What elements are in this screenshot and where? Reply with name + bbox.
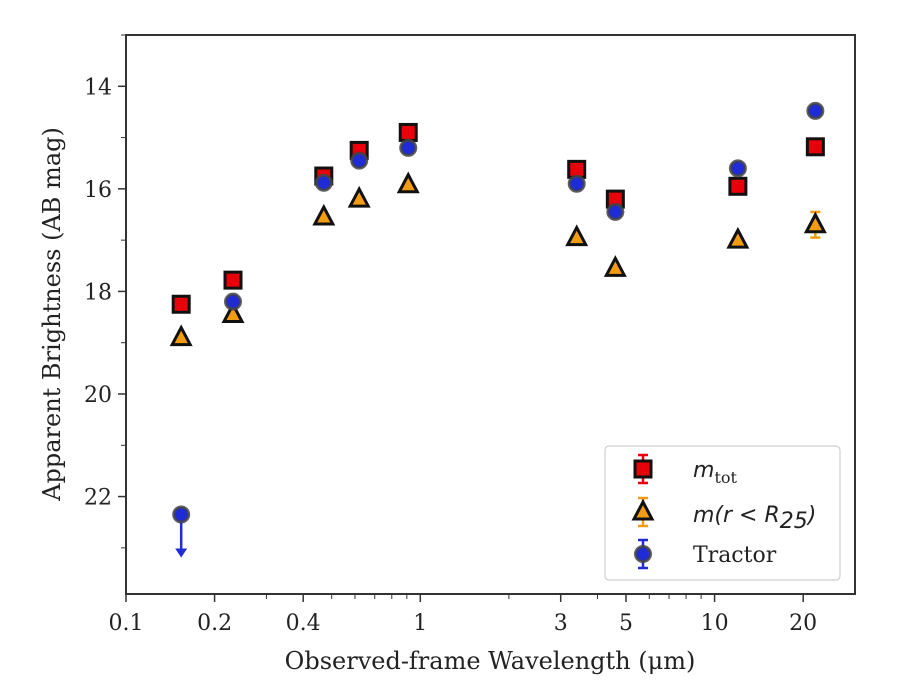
mtot-point (171, 294, 191, 314)
mtot-point (223, 270, 243, 290)
y-tick-label: 16 (84, 178, 112, 203)
tractor-point (224, 292, 243, 311)
x-tick-label: 10 (701, 611, 729, 636)
tractor-point (172, 505, 191, 524)
x-tick-label: 1 (413, 611, 427, 636)
m-r25-point (347, 185, 371, 208)
legend-label-mtot: mtot (693, 458, 738, 487)
m-r25-point (565, 224, 589, 247)
tractor-point (314, 173, 333, 192)
legend-label-mr25: m(r < R25) (693, 503, 816, 534)
mtot-point (398, 122, 418, 142)
m-r25-point (396, 171, 420, 194)
x-tick-label: 3 (554, 611, 568, 636)
tractor-point (350, 151, 369, 170)
legend-marker-m-r25 (631, 498, 655, 521)
legend-marker-tractor (634, 545, 652, 563)
tractor-point (606, 202, 625, 221)
m-r25-point (603, 255, 627, 277)
tractor-point (806, 101, 825, 120)
x-axis-title: Observed-frame Wavelength (μm) (285, 647, 696, 675)
legend-marker-mtot (633, 459, 653, 479)
x-tick-label: 5 (619, 611, 633, 636)
mtot-point (805, 137, 825, 157)
plot-frame (125, 34, 856, 595)
data-marks (169, 101, 827, 558)
x-tick-label: 0.1 (109, 611, 144, 636)
mtot-point (728, 176, 748, 196)
m-r25-point (169, 324, 193, 347)
m-r25-point (803, 211, 827, 234)
upper-limit-arrowhead (175, 548, 188, 558)
legend: mtot m(r < R25) Tractor (604, 445, 841, 581)
x-tick-label: 20 (789, 611, 817, 636)
tractor-point (728, 159, 747, 178)
m-r25-point (726, 226, 750, 249)
y-tick-label: 14 (84, 75, 112, 100)
legend-label-tractor: Tractor (693, 543, 777, 568)
tractor-point (399, 138, 418, 157)
x-tick-label: 0.4 (286, 611, 321, 636)
tractor-point (567, 174, 586, 193)
y-tick-label: 22 (84, 486, 112, 511)
legend-box (604, 445, 841, 581)
y-axis-title: Apparent Brightness (AB mag) (38, 127, 66, 502)
y-tick-label: 18 (84, 280, 112, 305)
m-r25-point (221, 301, 245, 323)
y-tick-label: 20 (84, 383, 112, 408)
y-axis: 14 16 18 20 22 (84, 34, 126, 549)
m-r25-point (312, 203, 336, 226)
x-axis: 0.1 0.2 0.4 1 3 5 10 20 (109, 594, 817, 636)
x-tick-label: 0.2 (197, 611, 232, 636)
